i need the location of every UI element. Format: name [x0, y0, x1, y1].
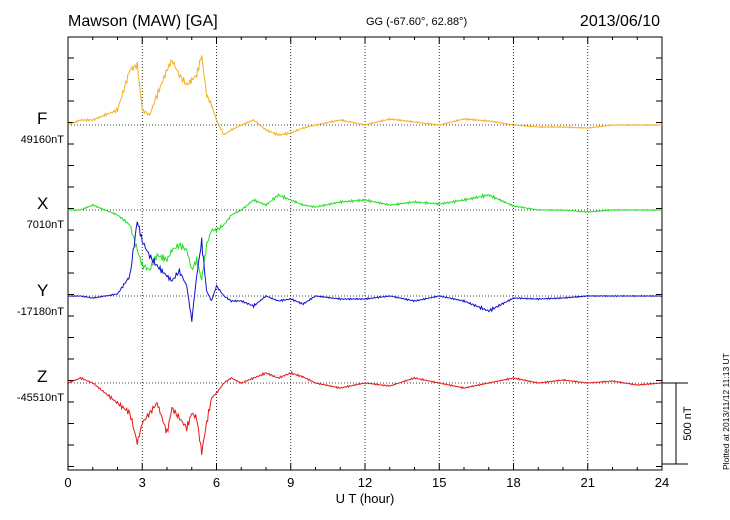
scale-bar-label: 500 nT — [682, 406, 694, 441]
series-line-z — [67, 370, 663, 456]
x-tick-label: 24 — [655, 475, 669, 490]
x-tick-label: 15 — [432, 475, 446, 490]
x-tick-label: 9 — [287, 475, 294, 490]
series-label-f: F — [37, 109, 48, 128]
chart-title: Mawson (MAW) [GA] — [68, 13, 218, 30]
x-tick-label: 18 — [506, 475, 520, 490]
x-tick-label: 21 — [581, 475, 595, 490]
baseline-label-f: 49160nT — [20, 134, 64, 146]
series-line-x — [67, 193, 663, 281]
x-tick-label: 12 — [358, 475, 372, 490]
series-label-z: Z — [37, 367, 48, 386]
x-tick-label: 3 — [139, 475, 146, 490]
x-tick-label: 0 — [64, 475, 71, 490]
baseline-label-x: 7010nT — [26, 219, 64, 231]
series-label-y: Y — [37, 281, 49, 300]
station-coordinates: GG (-67.60°, 62.88°) — [366, 16, 468, 28]
series-line-y — [68, 221, 663, 322]
baseline-label-z: -45510nT — [16, 392, 64, 404]
baseline-label-y: -17180nT — [16, 306, 64, 318]
series-line-f — [67, 55, 662, 137]
series-label-x: X — [37, 194, 49, 213]
chart-date: 2013/06/10 — [579, 13, 660, 30]
x-tick-label: 6 — [213, 475, 220, 490]
x-axis-label: U T (hour) — [336, 491, 395, 506]
